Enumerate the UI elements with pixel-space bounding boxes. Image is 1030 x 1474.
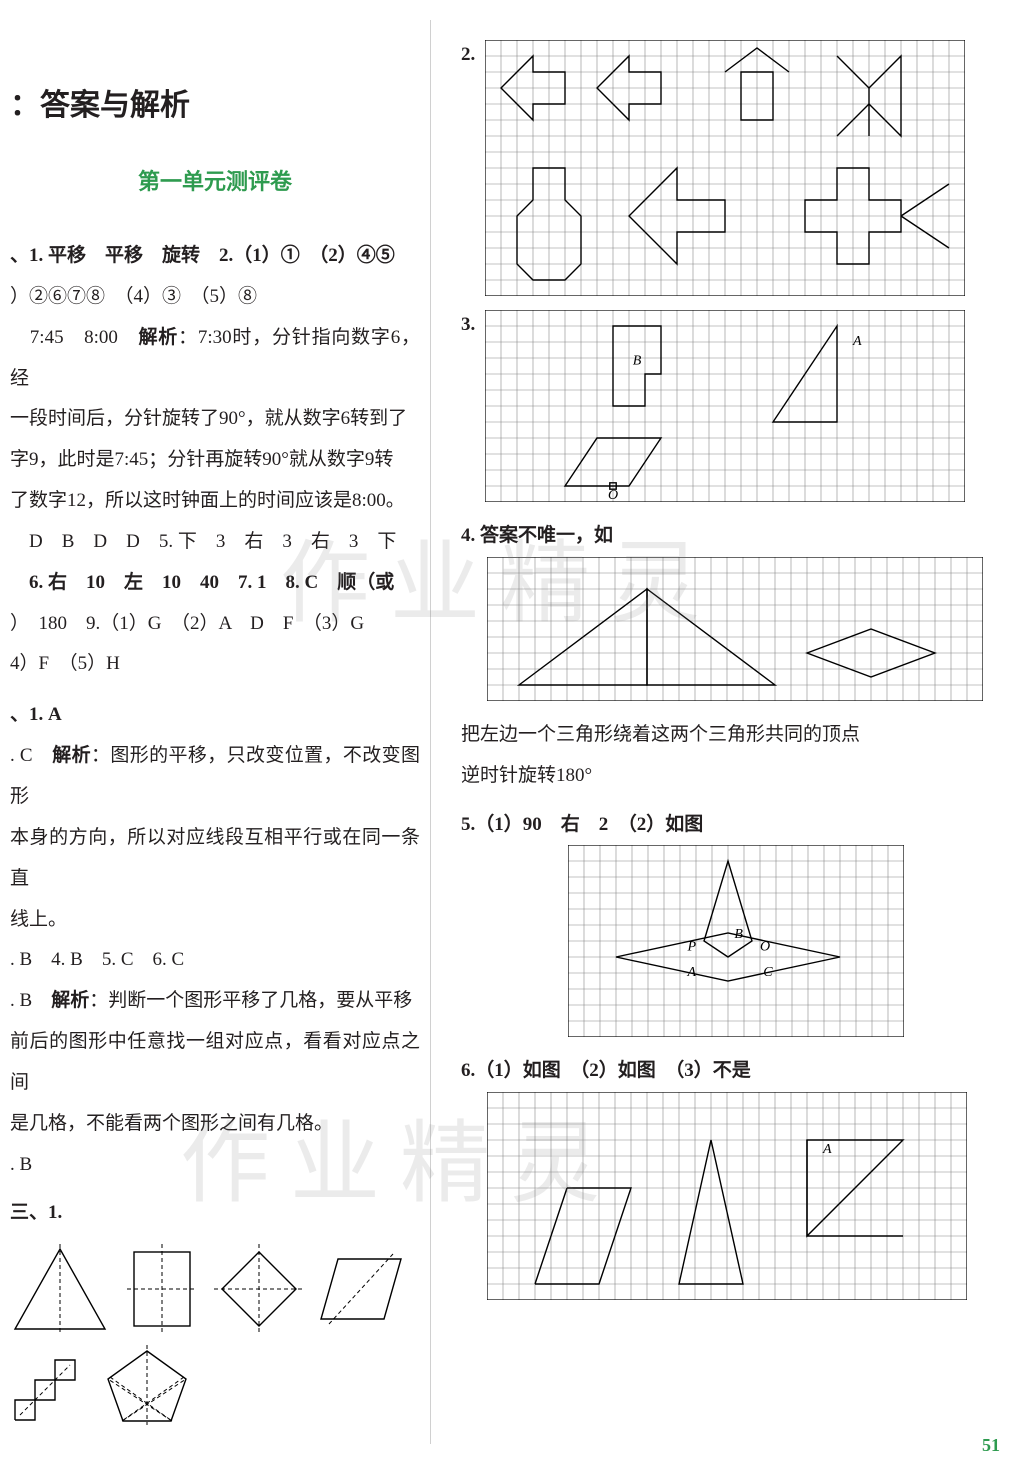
answer-text: 7:45 8:00 [10, 327, 139, 348]
text-line: 7:45 8:00 解析：7:30时，分针指向数字6，经 [10, 318, 420, 400]
rhombus-shape-icon [214, 1244, 304, 1334]
text-line: 、1. 平移 平移 旋转 2.（1）① （2）④⑤ [10, 236, 420, 277]
svg-text:B: B [633, 353, 642, 368]
text-line: 一段时间后，分针旋转了90°，就从数字6转到了 [10, 399, 420, 440]
svg-text:O: O [760, 940, 770, 955]
q2-number: 2. [461, 44, 475, 66]
text-line: . B [10, 1145, 420, 1186]
answer-text: 6. 右 10 左 10 40 7. 1 8. C 顺（或 [10, 572, 394, 593]
svg-text:P: P [686, 940, 696, 955]
text-line: 了数字12，所以这时钟面上的时间应该是8:00。 [10, 481, 420, 522]
text-line: ）②⑥⑦⑧ （4）③ （5）⑧ [10, 277, 420, 318]
q2-grid [485, 40, 965, 296]
q3-number: 3. [461, 314, 475, 336]
text-line: 前后的图形中任意找一组对应点，看看对应点之间 [10, 1022, 420, 1104]
analysis-label: 解析 [51, 990, 89, 1011]
pentagon-shape-icon [102, 1345, 192, 1425]
q3-row: 3. B A O [461, 310, 1010, 502]
text-line: 字9，此时是7:45；分针再旋转90°就从数字9转 [10, 440, 420, 481]
page-title: ：答案与解析 [10, 80, 420, 124]
right-column: 2. 3. B A O 4. 答案不唯一，如 把左边一个三角形绕着这两个三角形共同的… [430, 20, 1020, 1444]
answer-text: ：判断一个图形平移了几格，要从平移 [89, 990, 412, 1011]
text-line: 把左边一个三角形绕着这两个三角形共同的顶点 [461, 715, 1010, 756]
svg-text:A: A [686, 966, 696, 981]
answer-text: . C [10, 745, 52, 766]
q2-row: 2. [461, 40, 1010, 296]
q3-grid: B A O [485, 310, 965, 502]
q5-row: P B O A C [461, 845, 1010, 1037]
text-line: 三、1. [10, 1193, 420, 1234]
q6-row: A [487, 1092, 1010, 1300]
text-line: . B 解析：判断一个图形平移了几格，要从平移 [10, 981, 420, 1022]
text-line: 逆时针旋转180° [461, 756, 1010, 797]
text-line: 、1. A [10, 695, 420, 736]
text-line: D B D D 5. 下 3 右 3 右 3 下 [10, 522, 420, 563]
q4-label: 4. 答案不唯一，如 [461, 516, 1010, 557]
left-column: ：答案与解析 第一单元测评卷 、1. 平移 平移 旋转 2.（1）① （2）④⑤… [0, 20, 430, 1444]
text-line: ） 180 9.（1）G （2）A D F （3）G [10, 604, 420, 645]
answer-text: 、1. 平移 平移 旋转 2.（1）① （2）④⑤ [10, 245, 395, 266]
answer-text: . B [10, 990, 51, 1011]
q5-grid: P B O A C [568, 845, 904, 1037]
page-number: 51 [982, 1435, 1000, 1456]
symmetry-shapes [10, 1244, 420, 1339]
analysis-label: 解析 [139, 327, 179, 348]
text-line: . C 解析：图形的平移，只改变位置，不改变图形 [10, 736, 420, 818]
text-line: 本身的方向，所以对应线段互相平行或在同一条直 [10, 818, 420, 900]
svg-text:A: A [822, 1142, 832, 1157]
analysis-label: 解析 [52, 745, 91, 766]
text-line: . B 4. B 5. C 6. C [10, 940, 420, 981]
svg-text:O: O [608, 488, 618, 502]
answer-text: 、1. A [10, 704, 62, 725]
text-line: 4）F （5）H [10, 644, 420, 685]
svg-text:A: A [852, 334, 862, 349]
text-line: 线上。 [10, 900, 420, 941]
parallelogram-shape-icon [316, 1244, 406, 1334]
q4-row: 4. 答案不唯一，如 [461, 516, 1010, 701]
symmetry-shapes-2 [10, 1345, 420, 1430]
svg-text:B: B [734, 927, 743, 942]
triangle-shape-icon [10, 1244, 110, 1334]
step-shape-icon [10, 1355, 90, 1425]
q4-grid [487, 557, 983, 701]
text-line: 6. 右 10 左 10 40 7. 1 8. C 顺（或 [10, 563, 420, 604]
rectangle-shape-icon [122, 1244, 202, 1334]
page: ：答案与解析 第一单元测评卷 、1. 平移 平移 旋转 2.（1）① （2）④⑤… [0, 0, 1030, 1474]
q6-grid: A [487, 1092, 967, 1300]
unit-title: 第一单元测评卷 [10, 164, 420, 196]
q5-label: 5.（1）90 右 2 （2）如图 [461, 805, 1010, 846]
text-line: 是几格，不能看两个图形之间有几格。 [10, 1104, 420, 1145]
svg-text:C: C [763, 966, 773, 981]
q6-label: 6.（1）如图 （2）如图 （3）不是 [461, 1051, 1010, 1092]
